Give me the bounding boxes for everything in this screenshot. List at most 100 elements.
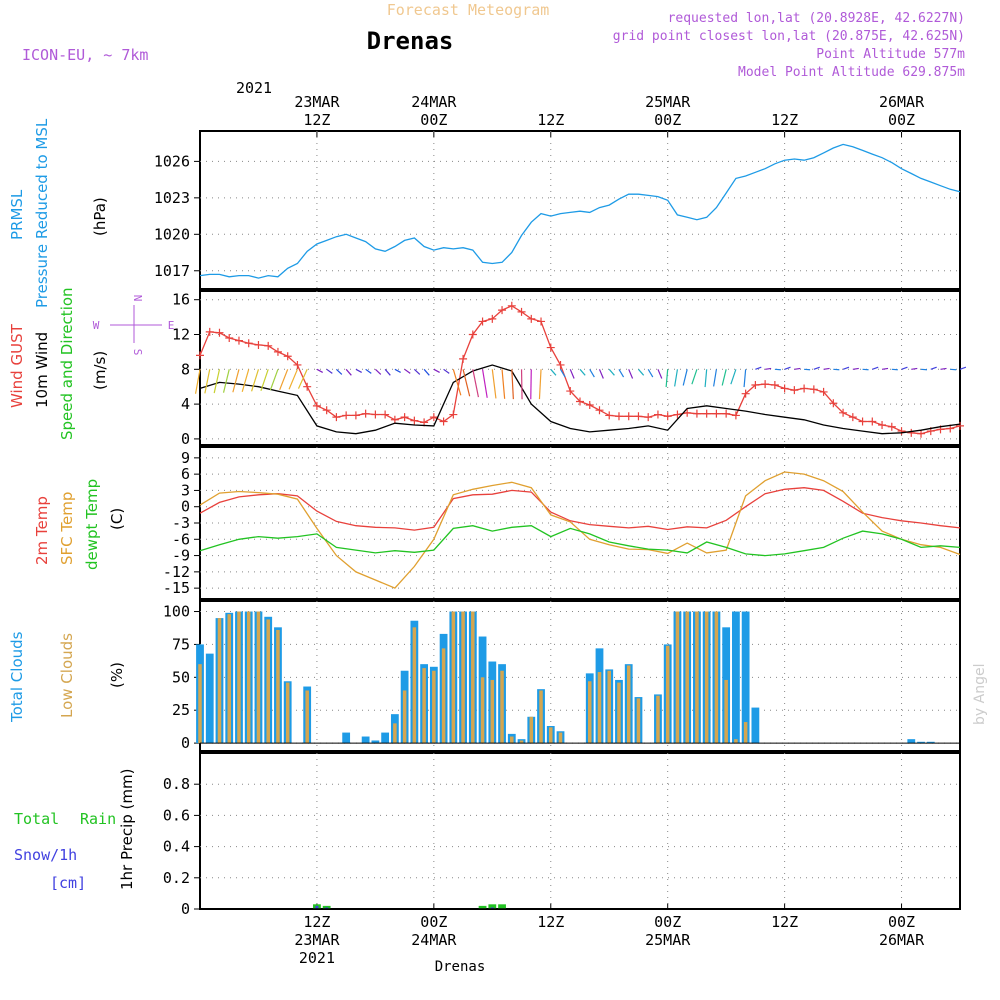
wind-direction-arrow xyxy=(538,369,542,400)
compass-e: E xyxy=(168,319,175,332)
gust-point xyxy=(205,327,214,336)
compass-n: N xyxy=(131,295,144,302)
wind-direction-arrow xyxy=(842,366,850,370)
dewpt-line xyxy=(199,525,961,557)
low-cloud-bar xyxy=(276,629,280,744)
t2m-label: 2m Temp xyxy=(33,496,51,565)
wind-direction-arrow xyxy=(823,367,830,370)
wind-direction-arrow xyxy=(559,368,566,378)
total-cloud-bar xyxy=(205,653,214,744)
low-cloud-bar xyxy=(734,739,738,744)
bottom-tick-label: 00Z xyxy=(654,913,681,931)
wind-direction-arrow xyxy=(755,366,762,370)
wind-direction-arrow xyxy=(959,366,967,370)
gust-point xyxy=(225,333,234,342)
low-cloud-bar xyxy=(451,611,456,744)
wind-direction-arrow xyxy=(743,369,747,388)
gust-point xyxy=(917,429,926,438)
top-tick-label: 26MAR xyxy=(879,93,925,111)
wind-direction-arrow xyxy=(682,369,688,386)
wind-frame xyxy=(199,290,961,446)
bottom-tick-label: 23MAR xyxy=(294,931,340,949)
low-cloud-bar xyxy=(675,611,680,744)
gust-point xyxy=(234,336,243,345)
gust-point xyxy=(790,386,799,395)
low-cloud-bar xyxy=(441,648,446,744)
wind-direction-arrow xyxy=(481,369,488,398)
precip-unit-label: 1hr Precip (mm) xyxy=(118,769,136,890)
gust-point xyxy=(537,317,546,326)
wind-direction-arrow xyxy=(232,369,240,393)
gust-point xyxy=(683,408,692,417)
pressure-frame xyxy=(199,130,961,290)
snow-bar xyxy=(315,905,319,909)
gust-point xyxy=(478,317,487,326)
gust-point xyxy=(342,411,351,420)
temp-ytick-label: 0 xyxy=(181,498,190,516)
low-cloud-bar xyxy=(636,698,641,744)
gust-point xyxy=(907,428,916,437)
wind-direction-arrow xyxy=(940,367,947,370)
rain-bar xyxy=(488,904,497,909)
total-cloud-bar xyxy=(917,741,925,744)
cloud-bars xyxy=(196,611,960,744)
top-tick-label: 12Z xyxy=(303,111,330,129)
wind-direction-arrow xyxy=(394,368,401,373)
wind-direction-arrow xyxy=(930,366,937,370)
gust-point xyxy=(381,410,390,419)
low-cloud-bar xyxy=(422,668,426,744)
gust-point xyxy=(644,413,653,422)
clouds-ytick-label: 25 xyxy=(172,701,190,719)
low-cloud-bar xyxy=(724,679,728,744)
wind-direction-arrow xyxy=(279,369,289,391)
wind-direction-arrow xyxy=(297,369,308,389)
wind-direction-arrow xyxy=(784,366,791,370)
wind-direction-arrow xyxy=(589,368,595,378)
top-tick-label: 12Z xyxy=(537,111,564,129)
compass-w: W xyxy=(93,319,100,332)
total-cloud-bar xyxy=(381,732,390,744)
clouds-ytick-label: 50 xyxy=(172,668,190,686)
total-cloud-bar xyxy=(371,740,380,744)
gust-point xyxy=(800,384,809,393)
wind-direction-arrow xyxy=(326,368,333,374)
wind-direction-arrow xyxy=(704,369,708,388)
wind-direction-arrow xyxy=(618,368,625,378)
snow-bar xyxy=(325,907,329,909)
clouds-unit-label: (%) xyxy=(108,662,126,688)
wind-direction-arrow xyxy=(472,369,480,398)
bottom-tick-label: 12Z xyxy=(537,913,564,931)
model-altitude: Model Point Altitude 629.875m xyxy=(738,65,965,80)
gust-point xyxy=(566,387,575,396)
gust-point xyxy=(332,413,341,422)
low-cloud-bar xyxy=(217,618,222,744)
precip-bars xyxy=(200,904,960,910)
wind-direction-arrow xyxy=(433,368,440,373)
gust-point xyxy=(897,427,906,436)
wind-unit-label: (m/s) xyxy=(91,351,109,390)
wind-direction-arrow xyxy=(881,367,889,370)
gust-point xyxy=(858,417,867,426)
pressure-ytick-label: 1020 xyxy=(154,225,190,243)
gust-point xyxy=(254,340,263,349)
point-altitude: Point Altitude 577m xyxy=(816,47,965,62)
low-cloud-bar xyxy=(549,727,553,744)
low-cloud-bar xyxy=(665,645,670,744)
wind-direction-arrow xyxy=(530,369,532,400)
gust-point xyxy=(956,421,964,430)
temp-ytick-label: 6 xyxy=(181,465,190,483)
gust-point xyxy=(741,389,750,398)
gust-point xyxy=(410,416,419,425)
wind-direction-arrow xyxy=(511,369,514,400)
wind-direction-arrow xyxy=(260,369,269,392)
gust-point xyxy=(439,417,448,426)
prmsl-unit-label: (hPa) xyxy=(91,197,109,236)
wind-dir-label: Speed and Direction xyxy=(58,287,76,440)
temp-ytick-label: 9 xyxy=(181,449,190,467)
low-cloud-bar xyxy=(500,670,504,744)
low-cloud-bar xyxy=(597,672,602,744)
low-cloud-bar xyxy=(558,732,563,744)
prmsl-label: PRMSL xyxy=(8,189,26,240)
